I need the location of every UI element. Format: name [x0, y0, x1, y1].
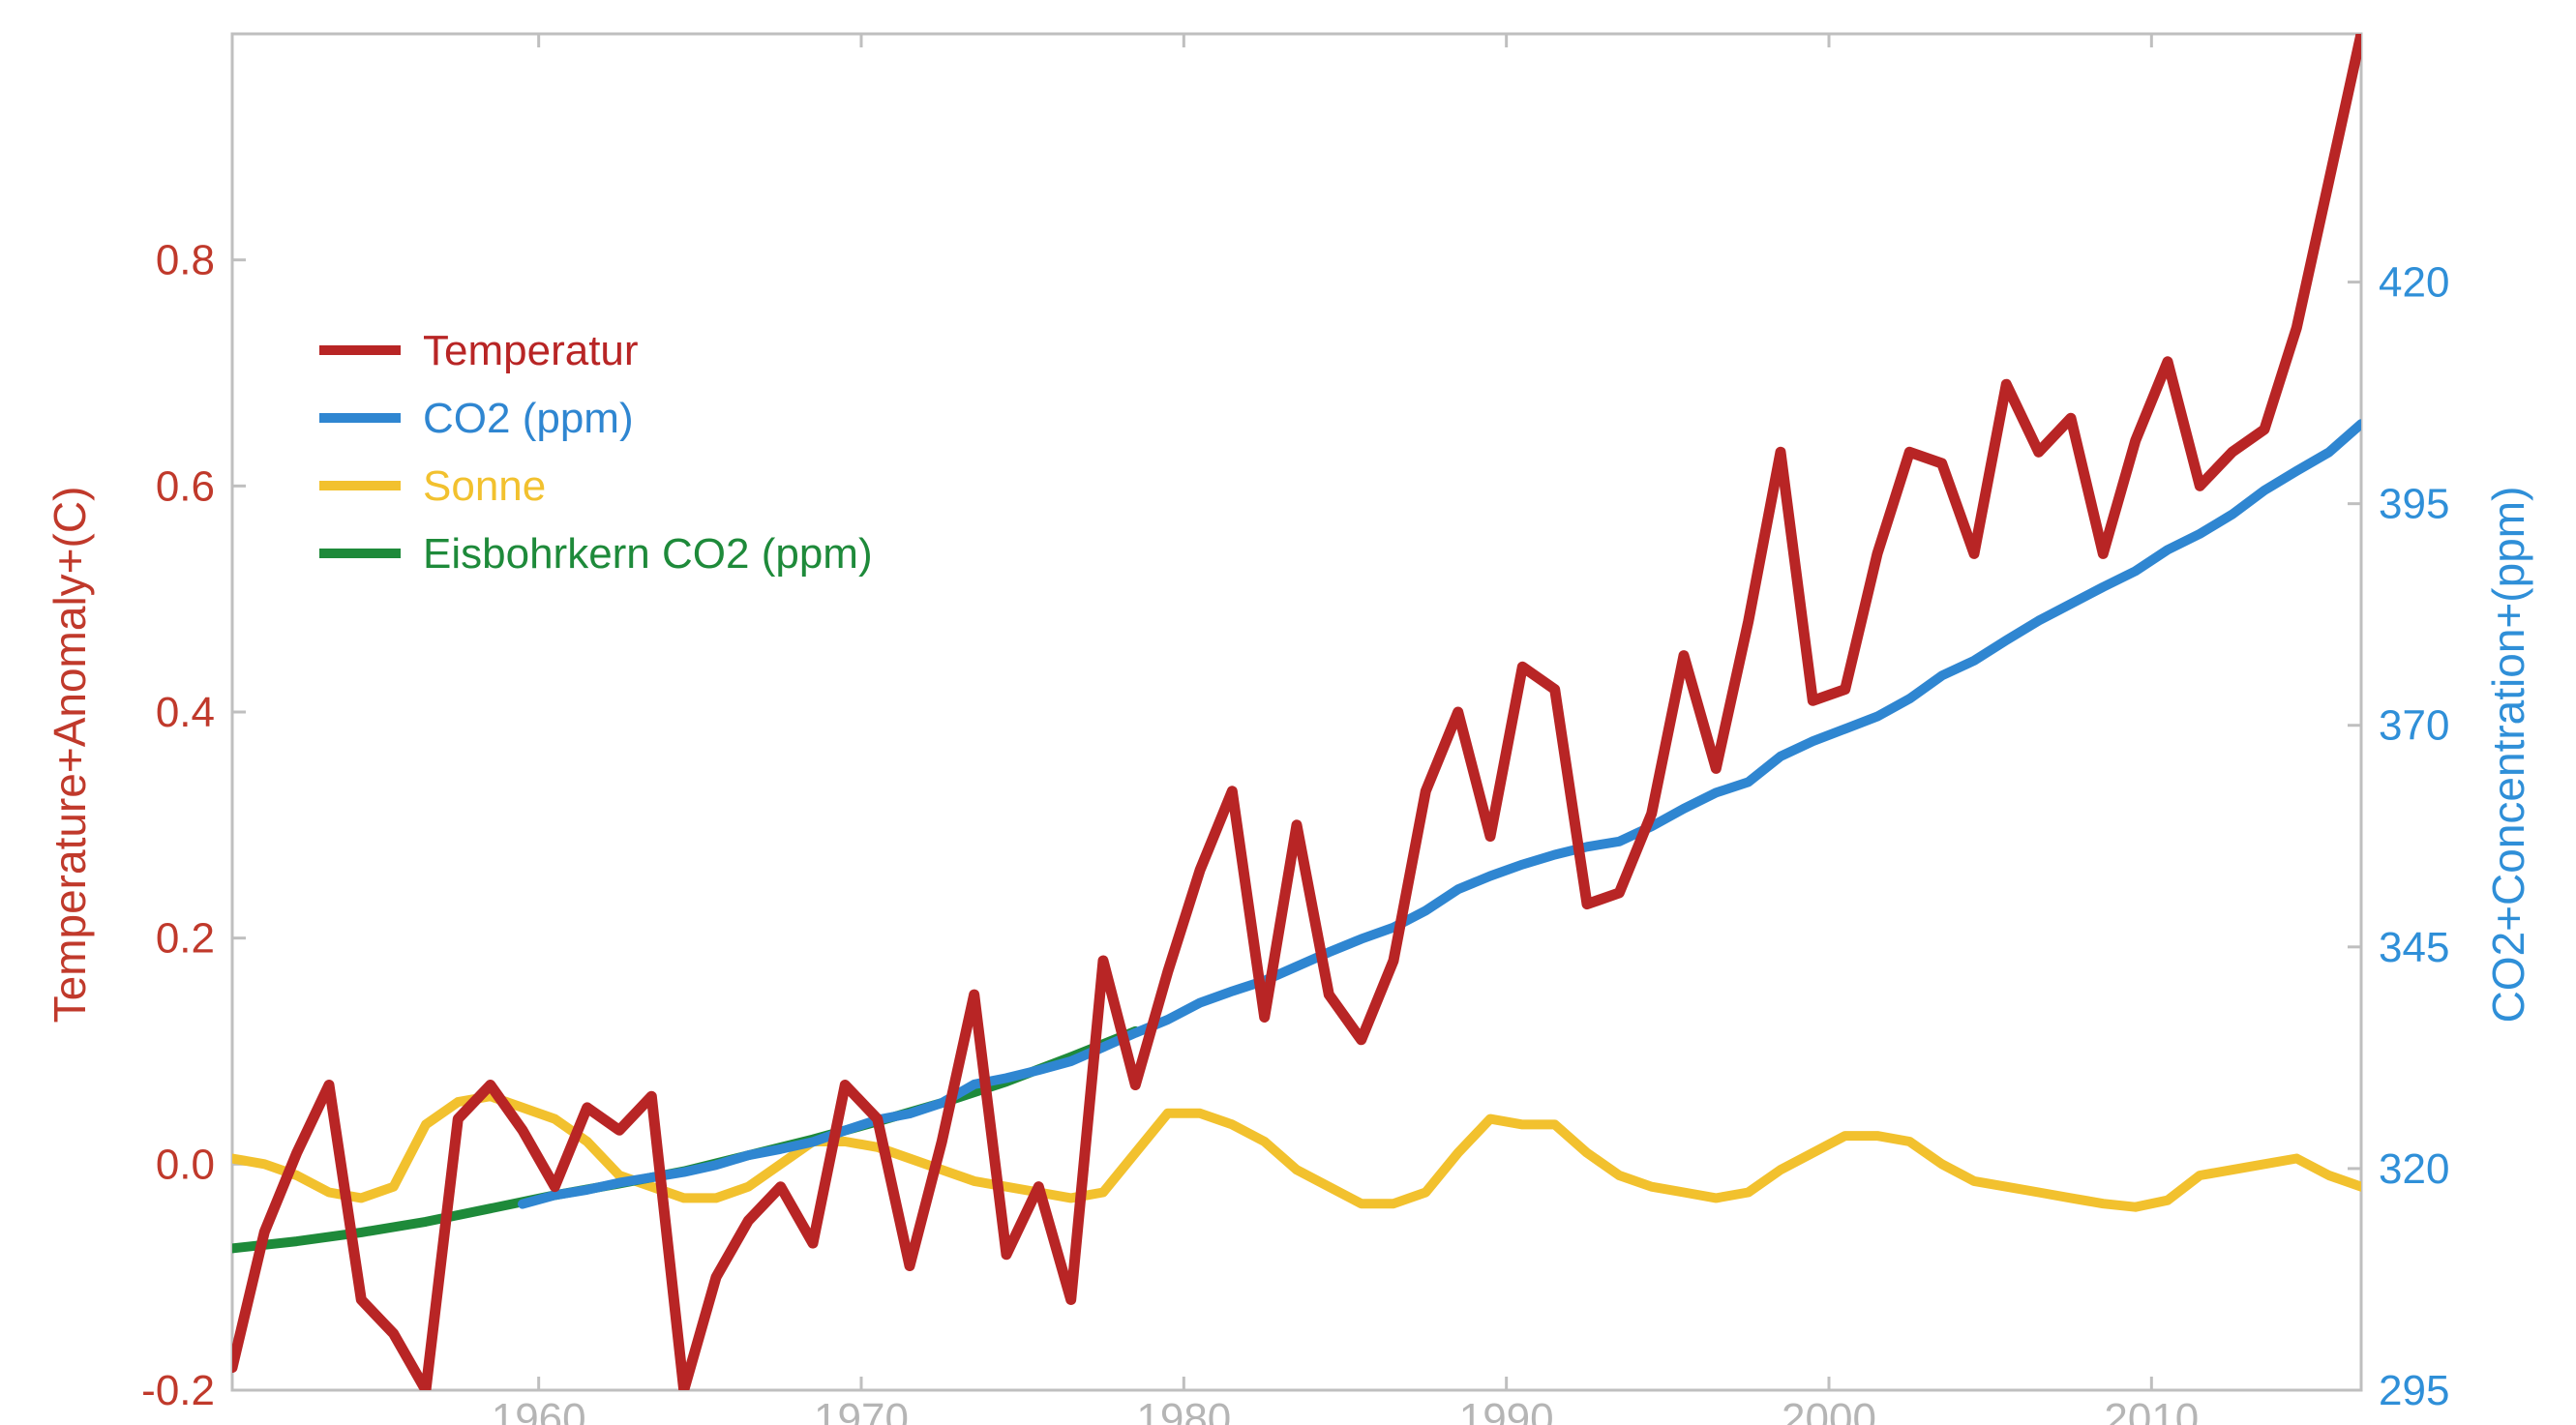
right-tick-label: 320 [2379, 1145, 2449, 1193]
right-tick-label: 295 [2379, 1367, 2449, 1414]
left-tick-label: 0.4 [156, 689, 215, 736]
right-tick-label: 345 [2379, 924, 2449, 971]
x-tick-label: 1980 [1136, 1395, 1231, 1425]
left-tick-label: 0.6 [156, 462, 215, 510]
legend-label-co2-ppm: CO2 (ppm) [423, 395, 634, 442]
series-line-co2-ppm [518, 419, 2361, 1209]
left-tick-label: 0.0 [156, 1141, 215, 1188]
series-line-temperatur [232, 34, 2361, 1390]
right-tick-label: 370 [2379, 702, 2449, 750]
series-layer [232, 34, 2361, 1390]
left-tick-label: -0.2 [141, 1367, 215, 1414]
legend-label-sonne: Sonne [423, 462, 546, 510]
left-tick-label: 0.8 [156, 237, 215, 284]
x-tick-label: 1990 [1459, 1395, 1554, 1425]
legend-label-eisbohrkern-co2-ppm: Eisbohrkern CO2 (ppm) [423, 530, 873, 578]
left-y-axis: -0.2 0.0 0.2 0.4 0.6 0.8 [141, 237, 246, 1414]
legend-label-temperatur: Temperatur [423, 327, 639, 374]
legend: Temperatur CO2 (ppm) Sonne Eisbohrkern CO2 … [319, 327, 873, 578]
right-tick-label: 420 [2379, 259, 2449, 307]
right-tick-label: 395 [2379, 481, 2449, 528]
x-tick-label: 2000 [1782, 1395, 1876, 1425]
x-tick-label: 2010 [2104, 1395, 2199, 1425]
series-line-sonne [232, 1091, 2361, 1212]
x-tick-label: 1960 [492, 1395, 586, 1425]
left-tick-label: 0.2 [156, 915, 215, 963]
x-axis: 1960 1970 1980 1990 2000 2010 [492, 34, 2199, 1425]
right-axis-title: CO2+Concentration+(ppm) [2483, 487, 2533, 1024]
right-y-axis: 295 320 345 370 395 420 [2348, 259, 2449, 1414]
left-axis-title: Temperature+Anomaly+(C) [45, 487, 95, 1024]
x-tick-label: 1970 [814, 1395, 909, 1425]
